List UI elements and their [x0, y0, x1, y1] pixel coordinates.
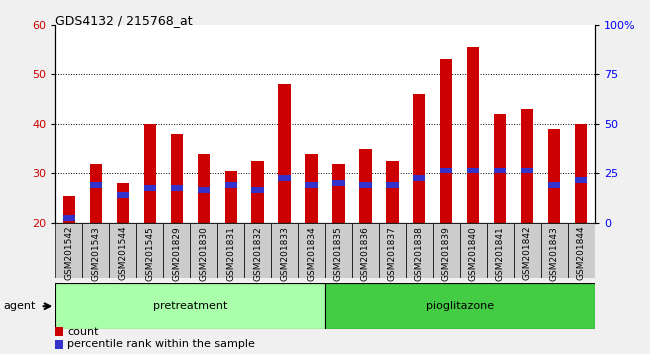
Bar: [386, 182, 398, 188]
Bar: [198, 154, 210, 223]
Bar: [575, 177, 588, 183]
FancyBboxPatch shape: [514, 223, 541, 278]
FancyBboxPatch shape: [541, 223, 568, 278]
FancyBboxPatch shape: [568, 223, 595, 278]
Text: GSM201831: GSM201831: [226, 226, 235, 281]
Bar: [278, 175, 291, 181]
Text: pretreatment: pretreatment: [153, 301, 228, 311]
Bar: [440, 167, 452, 173]
FancyBboxPatch shape: [460, 223, 487, 278]
FancyBboxPatch shape: [136, 223, 163, 278]
Bar: [413, 94, 426, 223]
Text: GSM201838: GSM201838: [415, 226, 424, 281]
Bar: [359, 182, 372, 188]
Text: GSM201830: GSM201830: [199, 226, 208, 281]
Text: GSM201840: GSM201840: [469, 226, 478, 280]
Bar: [359, 149, 372, 223]
Bar: [521, 109, 534, 223]
Text: GSM201543: GSM201543: [91, 226, 100, 280]
FancyBboxPatch shape: [82, 223, 109, 278]
Bar: [170, 185, 183, 191]
Text: GSM201545: GSM201545: [145, 226, 154, 280]
Bar: [306, 154, 318, 223]
FancyBboxPatch shape: [271, 223, 298, 278]
Text: GSM201843: GSM201843: [550, 226, 559, 280]
Text: GSM201834: GSM201834: [307, 226, 316, 280]
Text: GDS4132 / 215768_at: GDS4132 / 215768_at: [55, 14, 193, 27]
FancyBboxPatch shape: [379, 223, 406, 278]
Bar: [332, 164, 345, 223]
Bar: [116, 183, 129, 223]
FancyBboxPatch shape: [109, 223, 136, 278]
Text: GSM201544: GSM201544: [118, 226, 127, 280]
Bar: [467, 167, 480, 173]
Bar: [116, 192, 129, 198]
FancyBboxPatch shape: [55, 283, 325, 329]
Text: count: count: [67, 327, 98, 337]
Text: agent: agent: [3, 301, 36, 311]
FancyBboxPatch shape: [352, 223, 379, 278]
Bar: [90, 182, 102, 188]
Bar: [413, 175, 426, 181]
Bar: [521, 167, 534, 173]
Bar: [278, 84, 291, 223]
Bar: [144, 124, 156, 223]
Bar: [252, 187, 264, 193]
Text: GSM201844: GSM201844: [577, 226, 586, 280]
Bar: [144, 185, 156, 191]
Text: GSM201839: GSM201839: [442, 226, 451, 281]
FancyBboxPatch shape: [406, 223, 433, 278]
FancyBboxPatch shape: [244, 223, 271, 278]
FancyBboxPatch shape: [190, 223, 217, 278]
FancyBboxPatch shape: [325, 223, 352, 278]
FancyBboxPatch shape: [298, 223, 325, 278]
FancyBboxPatch shape: [55, 223, 82, 278]
Bar: [548, 182, 560, 188]
Bar: [224, 182, 237, 188]
Text: GSM201837: GSM201837: [388, 226, 397, 281]
FancyBboxPatch shape: [487, 223, 514, 278]
Bar: [494, 114, 506, 223]
Bar: [306, 182, 318, 188]
Text: GSM201836: GSM201836: [361, 226, 370, 281]
FancyBboxPatch shape: [217, 223, 244, 278]
Text: pioglitazone: pioglitazone: [426, 301, 494, 311]
Text: GSM201833: GSM201833: [280, 226, 289, 281]
Bar: [548, 129, 560, 223]
Text: percentile rank within the sample: percentile rank within the sample: [67, 339, 255, 349]
FancyBboxPatch shape: [433, 223, 460, 278]
Bar: [90, 164, 102, 223]
Bar: [198, 187, 210, 193]
Bar: [224, 171, 237, 223]
Bar: [62, 196, 75, 223]
Bar: [386, 161, 398, 223]
Bar: [575, 124, 588, 223]
Text: GSM201842: GSM201842: [523, 226, 532, 280]
Bar: [252, 161, 264, 223]
Bar: [332, 180, 345, 186]
Text: GSM201841: GSM201841: [496, 226, 505, 280]
FancyBboxPatch shape: [163, 223, 190, 278]
Bar: [170, 134, 183, 223]
Text: GSM201832: GSM201832: [253, 226, 262, 280]
Text: GSM201829: GSM201829: [172, 226, 181, 280]
FancyBboxPatch shape: [325, 283, 595, 329]
Text: GSM201542: GSM201542: [64, 226, 73, 280]
Bar: [494, 167, 506, 173]
Text: GSM201835: GSM201835: [334, 226, 343, 281]
Bar: [440, 59, 452, 223]
Bar: [62, 215, 75, 221]
Bar: [467, 47, 480, 223]
